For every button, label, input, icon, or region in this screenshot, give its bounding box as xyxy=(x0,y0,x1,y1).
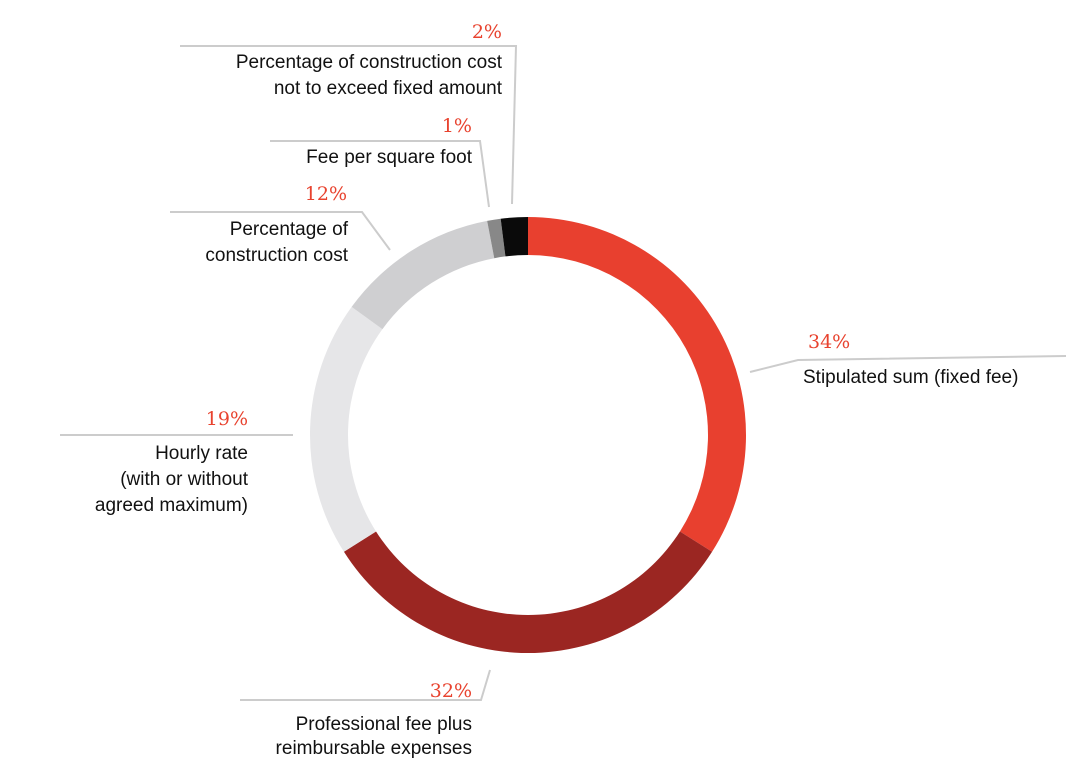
slice-label-4-line-1: Percentage of xyxy=(230,219,349,240)
slice-percentage-5: 1% xyxy=(442,115,472,137)
leader-line-4 xyxy=(170,211,391,251)
slice-percentage-4: 12% xyxy=(305,183,347,205)
slice-label-6-line-2: not to exceed fixed amount xyxy=(274,78,503,99)
slice-label-5-line-1: Fee per square foot xyxy=(306,147,473,168)
donut-slice-1 xyxy=(528,217,746,552)
slice-label-2-line-2: reimbursable expenses xyxy=(276,738,472,759)
donut-slice-6 xyxy=(500,217,528,257)
slice-label-4-line-2: construction cost xyxy=(205,245,348,266)
leader-line-2 xyxy=(240,669,491,701)
slice-label-3-line-3: agreed maximum) xyxy=(95,495,248,516)
slice-label-3-line-2: (with or without xyxy=(120,469,248,490)
donut-slices xyxy=(310,217,746,653)
leader-line-5 xyxy=(270,140,490,208)
slice-labels: 34% Stipulated sum (fixed fee) 32% Professi… xyxy=(95,21,1019,759)
leader-line-1 xyxy=(749,355,1067,373)
slice-label-2-line-1: Professional fee plus xyxy=(296,714,472,735)
donut-slice-5 xyxy=(487,218,506,259)
slice-label-3-line-1: Hourly rate xyxy=(155,443,248,464)
leader-lines xyxy=(60,45,1067,701)
slice-label-1-line-1: Stipulated sum (fixed fee) xyxy=(803,367,1018,388)
slice-percentage-6: 2% xyxy=(472,21,502,43)
slice-percentage-3: 19% xyxy=(206,408,248,430)
slice-label-6-line-1: Percentage of construction cost xyxy=(236,52,503,73)
slice-percentage-2: 32% xyxy=(430,680,472,702)
leader-line-6 xyxy=(180,45,518,205)
donut-slice-3 xyxy=(310,306,383,552)
donut-slice-2 xyxy=(343,531,713,653)
donut-slice-4 xyxy=(351,220,495,330)
slice-percentage-1: 34% xyxy=(808,331,850,353)
